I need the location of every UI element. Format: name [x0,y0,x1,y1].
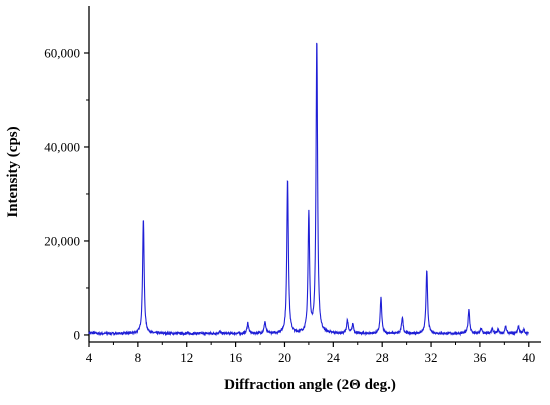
x-tick-label: 24 [327,350,341,365]
y-tick-label: 20,000 [44,233,80,248]
y-axis-title: Intensity (cps) [5,126,21,217]
x-tick-label: 28 [376,350,389,365]
x-tick-label: 36 [473,350,487,365]
y-tick-label: 60,000 [44,45,80,60]
x-tick-label: 4 [86,350,93,365]
x-tick-label: 32 [425,350,438,365]
diffraction-series-line [88,42,529,337]
x-tick-label: 16 [229,350,243,365]
x-axis-title: Diffraction angle (2Θ deg.) [224,377,396,393]
x-tick-label: 12 [180,350,193,365]
x-tick-label: 8 [135,350,142,365]
y-tick-label: 0 [74,327,81,342]
y-tick-label: 40,000 [44,139,80,154]
x-tick-label: 20 [278,350,291,365]
x-tick-label: 40 [522,350,535,365]
